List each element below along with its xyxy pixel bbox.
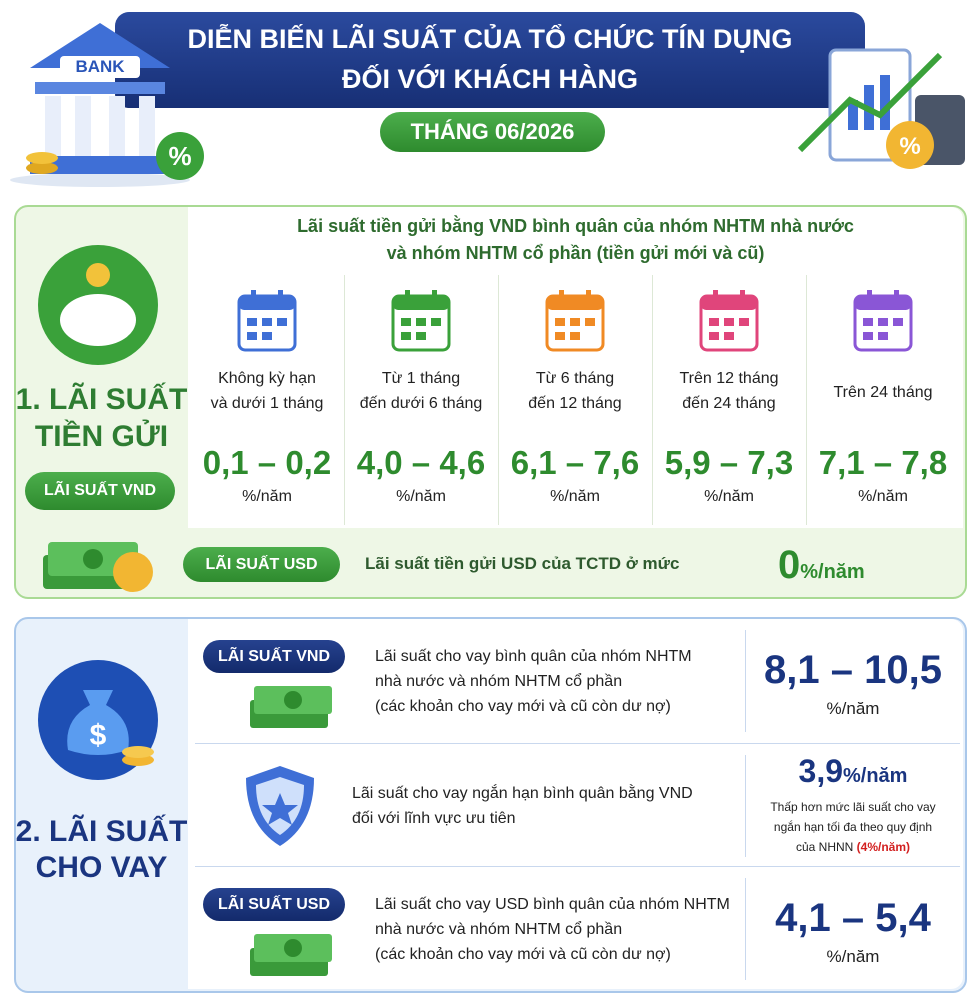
title-line: ĐỐI VỚI KHÁCH HÀNG: [341, 64, 639, 94]
term-rate: 4,0 – 4,6: [356, 444, 486, 481]
term-rate: 6,1 – 7,6: [510, 444, 640, 481]
row-text: Lãi suất cho vay bình quân của nhóm NHTM: [375, 647, 692, 665]
calendar-icon: [391, 290, 451, 352]
note-highlight: (4%/năm): [856, 840, 911, 854]
row-text: Lãi suất cho vay ngắn hạn bình quân bằng…: [352, 785, 693, 802]
title-line: DIỄN BIẾN LÃI SUẤT CỦA TỔ CHỨC TÍN DỤNG: [187, 24, 793, 54]
column-divider: [344, 275, 345, 525]
section-heading: CHO VAY: [35, 851, 168, 884]
term-rate: 5,9 – 7,3: [664, 444, 794, 481]
table-title: Lãi suất tiền gửi bằng VND bình quân của…: [297, 216, 854, 236]
cash-icon: [250, 686, 332, 728]
money-bag-icon: $: [38, 660, 158, 780]
usd-deposit-text: Lãi suất tiền gửi USD của TCTD ở mức: [365, 554, 680, 573]
period-pill: THÁNG 06/2026: [380, 112, 605, 152]
piggy-icon: [38, 245, 158, 365]
term-label: Trên 12 tháng: [679, 370, 779, 387]
row-divider: [195, 743, 960, 744]
note-line: Thấp hơn mức lãi suất cho vay: [746, 800, 960, 814]
rate-value: 3,9: [798, 753, 843, 789]
note-text: ngắn hạn tối đa theo quy định: [773, 820, 933, 834]
row-rate: 3,9%/năm: [746, 753, 960, 790]
rate-unit: %/năm: [826, 947, 880, 966]
row-text: Lãi suất cho vay USD bình quân của nhóm …: [375, 895, 730, 913]
note-line: của NHNN (4%/năm): [746, 840, 960, 854]
bank-sign: BANK: [75, 57, 125, 76]
note-text: Thấp hơn mức lãi suất cho vay: [770, 800, 936, 814]
calendar-icon: [699, 290, 759, 352]
badge: LÃI SUẤT VND: [25, 472, 175, 510]
note-text: của NHNN: [795, 840, 854, 854]
term-unit: %/năm: [704, 488, 754, 505]
term-label: Từ 1 tháng: [381, 370, 461, 387]
term-label: đến 12 tháng: [528, 395, 622, 412]
cash-icon: [43, 542, 153, 592]
calendar-icon: [853, 290, 913, 352]
term-label: Trên 24 tháng: [833, 384, 933, 401]
term-label: Không kỳ hạn: [218, 370, 316, 387]
term-label: Từ 6 tháng: [535, 370, 615, 387]
row-rate: 4,1 – 5,4: [775, 896, 931, 940]
column-divider: [745, 755, 746, 857]
calendar-icon: [237, 290, 297, 352]
shield-icon: [246, 766, 314, 846]
lending-table: [188, 619, 963, 989]
row-text: (các khoản cho vay mới và cũ còn dư nợ): [375, 697, 671, 715]
badge: LÃI SUẤT USD: [183, 547, 340, 582]
row-text: đối với lĩnh vực ưu tiên: [352, 810, 516, 827]
svg-text:%: %: [168, 141, 191, 171]
badge: LÃI SUẤT USD: [203, 888, 345, 921]
term-unit: %/năm: [242, 488, 292, 505]
bank-icon: BANK %: [10, 23, 204, 187]
note-line: ngắn hạn tối đa theo quy định: [746, 820, 960, 834]
calendar-icon: [545, 290, 605, 352]
cash-icon: [250, 934, 332, 976]
section-heading: 1. LÃI SUẤT: [15, 383, 188, 416]
rate-unit: %/năm: [800, 561, 865, 583]
rate-unit: %/năm: [826, 699, 880, 718]
row-rate: 8,1 – 10,5: [764, 648, 942, 692]
column-divider: [498, 275, 499, 525]
term-rate: 0,1 – 0,2: [202, 444, 332, 481]
deposit-table: [188, 207, 963, 528]
badge: LÃI SUẤT VND: [203, 640, 345, 673]
section-heading: TIỀN GỬI: [34, 420, 169, 453]
term-label: và dưới 1 tháng: [210, 395, 324, 412]
usd-deposit-rate: 0%/năm: [778, 543, 865, 588]
term-unit: %/năm: [550, 488, 600, 505]
term-unit: %/năm: [858, 488, 908, 505]
row-text: (các khoản cho vay mới và cũ còn dư nợ): [375, 945, 671, 963]
table-title: và nhóm NHTM cổ phần (tiền gửi mới và cũ…: [386, 243, 765, 263]
section-heading: 2. LÃI SUẤT: [15, 815, 188, 848]
term-label: đến 24 tháng: [682, 395, 776, 412]
column-divider: [745, 878, 746, 980]
term-label: đến dưới 6 tháng: [359, 395, 483, 412]
row-divider: [195, 866, 960, 867]
column-divider: [745, 630, 746, 732]
svg-text:$: $: [90, 719, 107, 752]
row-text: nhà nước và nhóm NHTM cổ phần: [375, 672, 623, 690]
row-text: nhà nước và nhóm NHTM cổ phần: [375, 920, 623, 938]
rate-unit: %/năm: [843, 765, 908, 787]
column-divider: [652, 275, 653, 525]
svg-text:%: %: [899, 133, 920, 160]
report-icon: %: [797, 48, 965, 169]
rate-value: 0: [778, 543, 801, 587]
term-rate: 7,1 – 7,8: [818, 444, 948, 481]
term-unit: %/năm: [396, 488, 446, 505]
column-divider: [806, 275, 807, 525]
title-banner: [115, 12, 865, 108]
